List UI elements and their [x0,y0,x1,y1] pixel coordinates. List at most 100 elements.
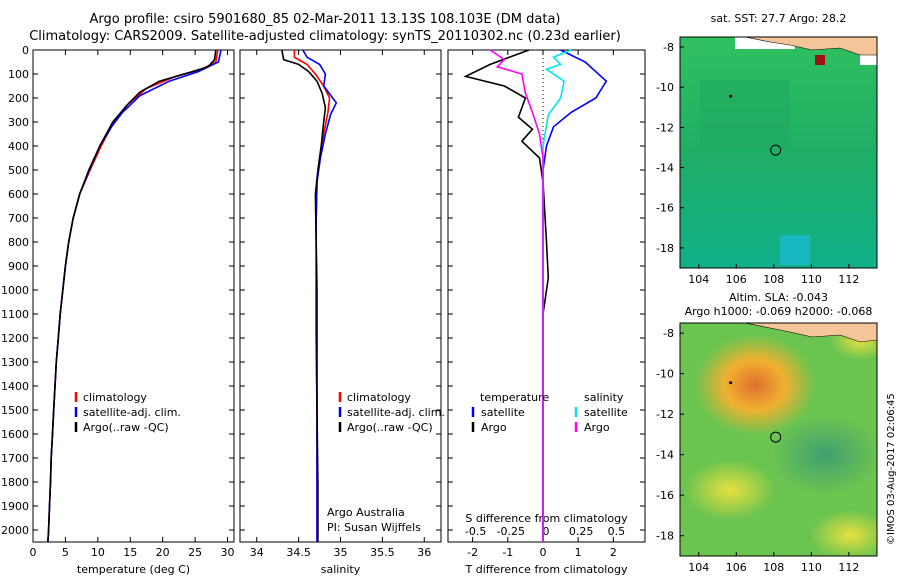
depth-tick-label: 1900 [1,500,29,513]
depth-tick-label: 1300 [1,356,29,369]
depth-tick-label: 300 [8,116,29,129]
java-land [744,37,877,56]
x-axis-label: salinity [321,563,361,576]
depth-tick-label: 600 [8,188,29,201]
x-axis-label: temperature (deg C) [77,563,190,576]
secondary-tick-label: 0.5 [608,525,626,538]
map-x-tick-label: 112 [838,273,859,286]
legend-label: climatology [347,391,411,404]
sla-yellow-1 [685,460,775,520]
secondary-tick-label: -0.25 [497,525,525,538]
map-x-tick-label: 106 [726,273,747,286]
map-subtitle: Argo h1000: -0.069 h2000: -0.068 [685,305,873,318]
legend-label: Argo(..raw -QC) [83,421,169,434]
legend-label: satellite [584,406,628,419]
legend-label: Argo(..raw -QC) [347,421,433,434]
x-tick-label: 15 [123,546,137,559]
x-tick-label: 36 [417,546,431,559]
map-x-tick-label: 104 [688,273,709,286]
x-tick-label: 0 [30,546,37,559]
map-y-tick-label: -10 [656,368,674,381]
series-line-temperature-satellite [542,49,608,542]
depth-tick-label: 500 [8,164,29,177]
map-y-tick-label: -16 [656,489,674,502]
sla-low [770,415,877,495]
imos-credit: ©IMOS 03-Aug-2017 02:06:45 [886,393,897,545]
sst-cool-patch [780,235,810,265]
series-line-climatology [293,50,331,542]
map-y-tick-label: -16 [656,202,674,215]
series-line-climatology [47,49,219,543]
map-y-tick-label: -18 [656,530,674,543]
depth-tick-label: 1700 [1,452,29,465]
sst-map [680,37,877,268]
sla-high [695,335,815,435]
legend-label: Argo [481,421,507,434]
x-tick-label: -2 [467,546,478,559]
sst-patch [700,80,790,150]
x-tick-label: 20 [156,546,170,559]
sla-yellow-2 [810,510,877,556]
previous-location-marker [729,381,733,385]
profile-location-marker [770,144,782,156]
profile-location-marker [770,431,782,443]
x-tick-label: 0 [539,546,546,559]
title-line-2: Climatology: CARS2009. Satellite-adjuste… [29,29,621,44]
depth-tick-label: 400 [8,140,29,153]
profile-panel-2: 34 34.5 35 35.5 36 salinity climatology satelli… [239,49,445,576]
annotation-text: PI: Susan Wijffels [327,521,421,534]
map-y-tick-label: -14 [656,449,674,462]
map-y-tick-label: -8 [663,327,674,340]
map-y-tick-label: -8 [663,41,674,54]
map-x-tick-label: 110 [801,273,822,286]
depth-tick-label: 1000 [1,284,29,297]
secondary-tick-label: 0 [542,525,549,538]
sla-map [680,323,877,556]
legend-label: Argo [584,421,610,434]
depth-tick-label: 0 [22,44,29,57]
previous-location-marker [729,94,733,98]
x-tick-label: -1 [502,546,513,559]
map-y-tick-label: -10 [656,81,674,94]
x-tick-label: 34 [250,546,264,559]
depth-tick-label: 900 [8,260,29,273]
series-line-argo-raw-qc- [281,49,327,542]
series-line-satellite-adj-clim- [47,49,222,543]
java-land-2 [744,323,877,343]
depth-tick-label: 1100 [1,308,29,321]
profile-panel-1: 0 5 10 15 20 25 30 temperature (deg C) 0 100 200 30… [1,44,235,576]
depth-tick-label: 100 [8,68,29,81]
legend-label: satellite-adj. clim. [83,406,181,419]
map-x-tick-label: 108 [763,273,784,286]
x-tick-label: 25 [188,546,202,559]
depth-tick-label: 1200 [1,332,29,345]
x-tick-label: 35 [334,546,348,559]
panel-frame [32,49,235,543]
panel-frame [239,49,442,543]
map-axes-2: 104 106 108 110 112 -8 -10 -12 -14 -16 -18 Altim. S… [656,291,878,574]
series-line-satellite-adj-clim- [302,49,338,542]
secondary-axis-label: S difference from climatology [465,512,628,525]
sst-field [680,37,877,268]
depth-tick-label: 2000 [1,524,29,537]
x-tick-label: 34.5 [286,546,311,559]
map-y-tick-label: -12 [656,408,674,421]
map-title: sat. SST: 27.7 Argo: 28.2 [711,12,847,25]
depth-tick-label: 1800 [1,476,29,489]
depth-tick-label: 1600 [1,428,29,441]
series-line-argo-raw-qc- [47,49,217,543]
secondary-tick-label: -0.5 [465,525,486,538]
map-x-tick-label: 108 [763,561,784,574]
x-tick-label: 30 [221,546,235,559]
map-x-tick-label: 110 [801,561,822,574]
profile-panel-3: -2 -1 0 1 2 T difference from climatology -0.5… [447,49,646,576]
title-line-1: Argo profile: csiro 5901680_85 02-Mar-20… [89,12,561,27]
depth-tick-label: 1500 [1,404,29,417]
sst-warm-pixel [815,55,825,65]
x-tick-label: 5 [62,546,69,559]
depth-tick-label: 800 [8,236,29,249]
x-axis-label: T difference from climatology [465,563,628,576]
map-y-tick-label: -12 [656,121,674,134]
x-tick-label: 2 [610,546,617,559]
